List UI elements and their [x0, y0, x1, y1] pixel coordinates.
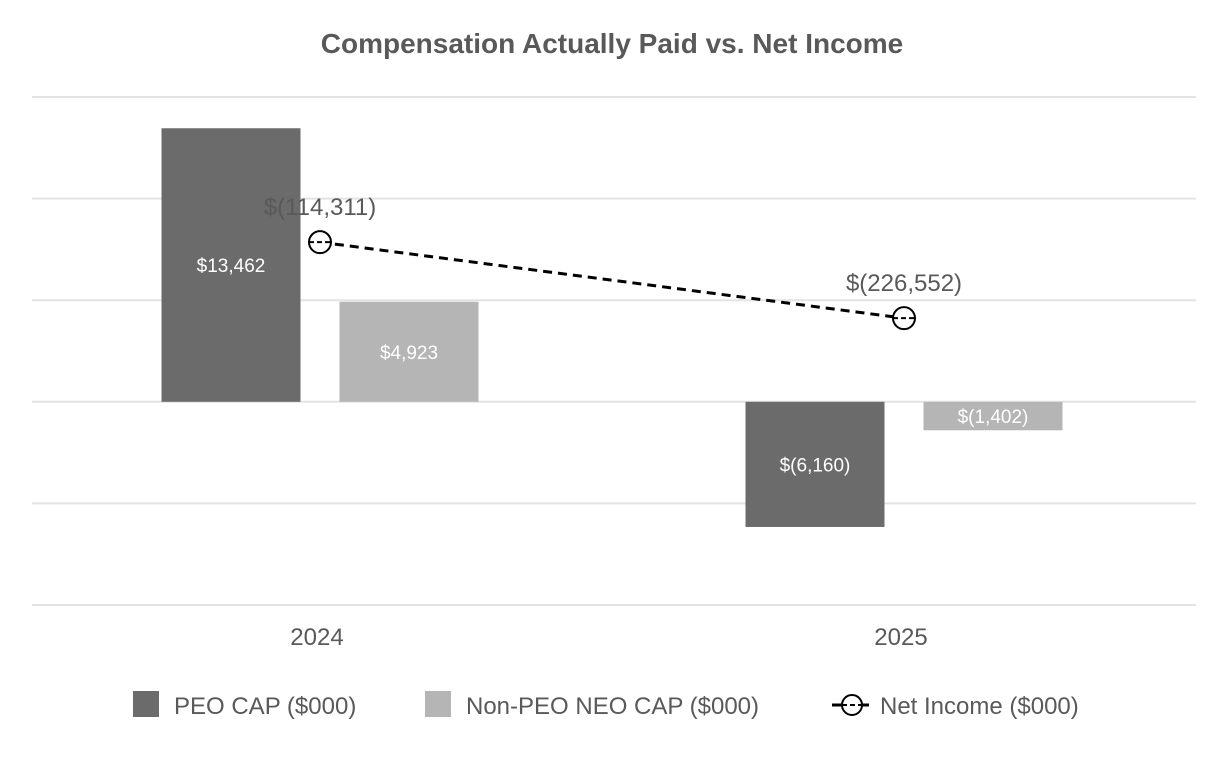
bar-peo-cap-2025 — [745, 401, 885, 527]
bars — [161, 128, 1063, 527]
bar-non-peo-neo-cap-2025 — [923, 401, 1063, 431]
bar-value-label: $13,462 — [197, 256, 266, 277]
bar-value-label: $(1,402) — [958, 407, 1029, 428]
legend-swatch — [425, 691, 451, 717]
bar-value-label: $(6,160) — [780, 455, 851, 476]
x-axis-ticks: 2024 2025 — [290, 624, 927, 651]
x-tick-label: 2025 — [874, 624, 927, 651]
net-income-line-group — [308, 230, 916, 331]
legend-label: Net Income ($000) — [880, 693, 1079, 720]
bar-value-label: $4,923 — [380, 343, 438, 364]
legend-item: Net Income ($000) — [832, 693, 1079, 720]
legend-swatch — [133, 691, 159, 717]
legend: PEO CAP ($000) Non-PEO NEO CAP ($000) Net … — [133, 691, 1079, 720]
legend-label: Non-PEO NEO CAP ($000) — [466, 693, 759, 720]
legend-item: Non-PEO NEO CAP ($000) — [425, 691, 759, 720]
bar-non-peo-neo-cap-2024 — [339, 301, 479, 402]
legend-label: PEO CAP ($000) — [174, 693, 356, 720]
chart-title: Compensation Actually Paid vs. Net Incom… — [321, 28, 903, 59]
data-labels: $13,462 $(6,160) $4,923 $(1,402) $(114,311) $… — [197, 194, 1029, 476]
net-income-value-label: $(226,552) — [846, 270, 962, 297]
net-income-value-label: $(114,311) — [264, 194, 377, 221]
x-tick-label: 2024 — [290, 624, 343, 651]
legend-item: PEO CAP ($000) — [133, 691, 356, 720]
net-income-line — [319, 240, 905, 320]
bar-peo-cap-2024 — [161, 128, 301, 402]
